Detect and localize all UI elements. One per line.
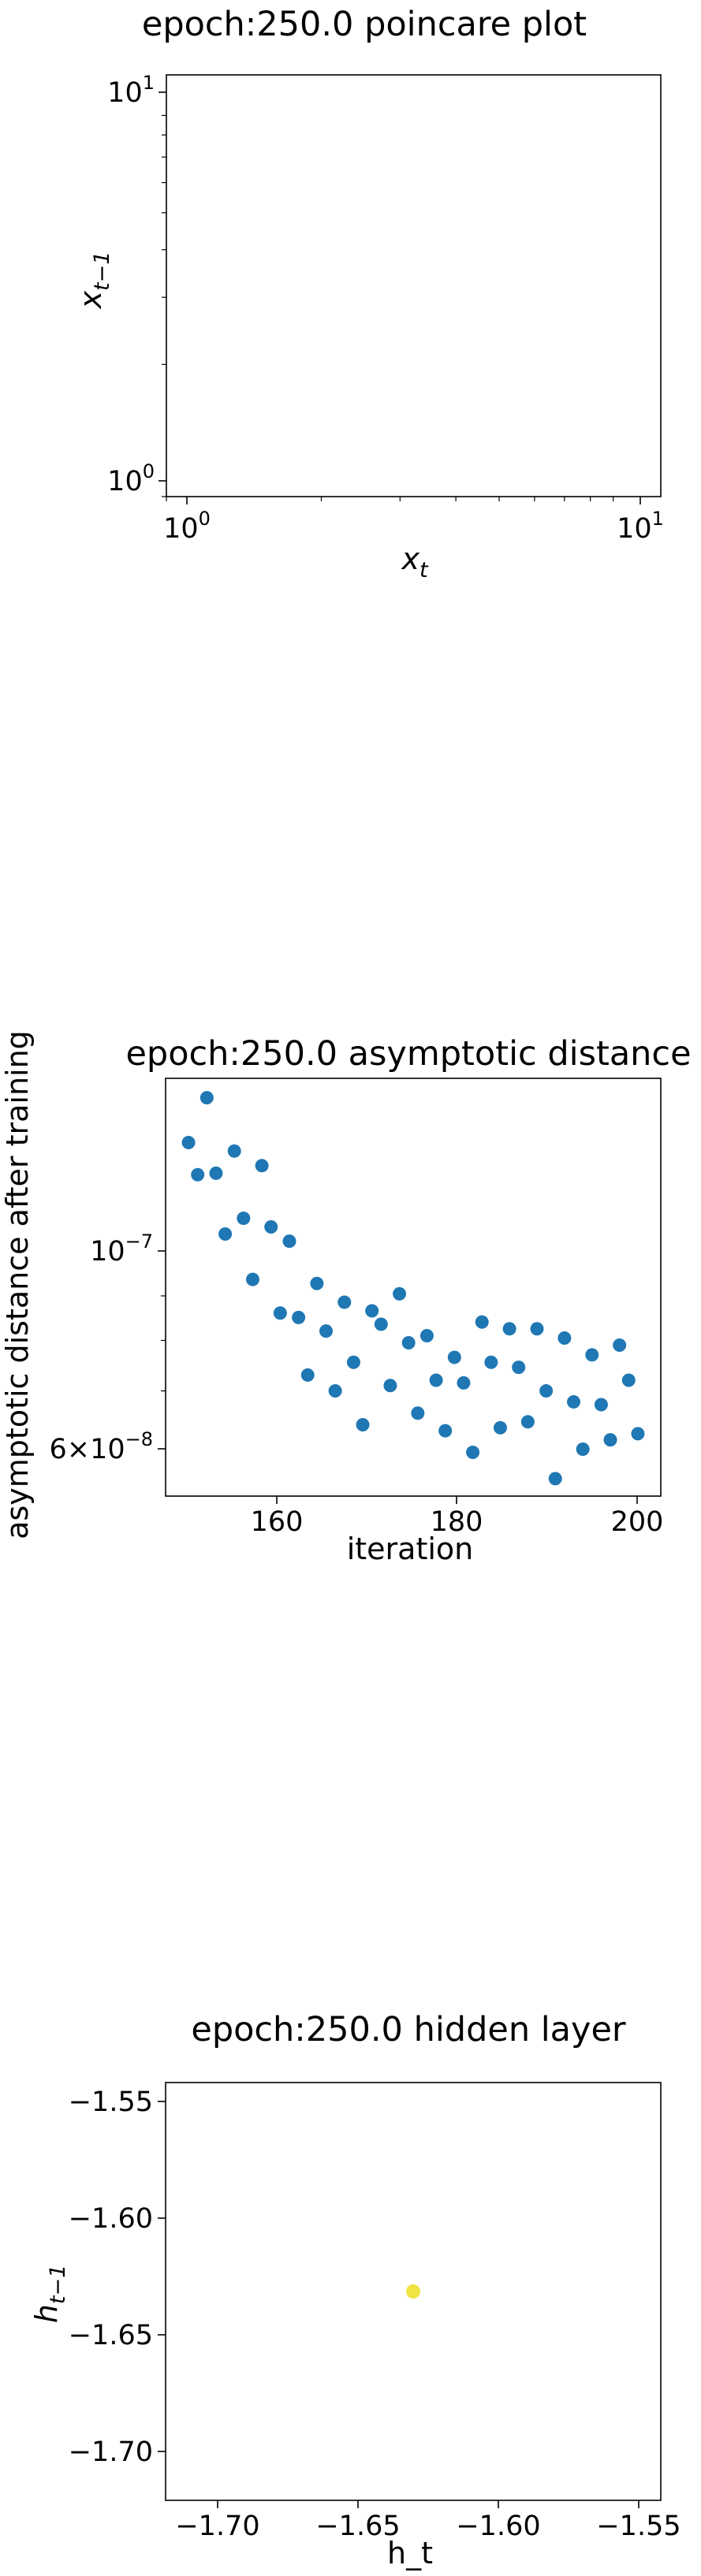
asymptotic-xlabel: iteration [347, 1532, 474, 1566]
asymptotic-point [429, 1373, 443, 1387]
asymptotic-xtick-label: 160 [251, 1506, 304, 1538]
hidden-axes-frame [165, 2082, 662, 2501]
asymptotic-point [585, 1348, 599, 1362]
asymptotic-point [393, 1286, 407, 1301]
asymptotic-point [273, 1306, 287, 1320]
hidden-ytick-label: −1.60 [69, 2203, 153, 2235]
poincare-title: epoch:250.0 poincare plot [142, 5, 587, 44]
asymptotic-point [227, 1144, 241, 1158]
asymptotic-point [447, 1350, 461, 1364]
poincare-figure: epoch:250.0 poincare plot 100 101 100 10… [73, 5, 664, 583]
hidden-points [406, 2284, 420, 2299]
asymptotic-point [621, 1373, 636, 1387]
asymptotic-point [209, 1166, 223, 1180]
asymptotic-point [191, 1167, 205, 1182]
asymptotic-point [466, 1446, 480, 1460]
poincare-xtick-label: 100 [163, 508, 211, 545]
asymptotic-point [292, 1310, 306, 1324]
poincare-xlabel: xt [401, 542, 429, 583]
poincare-ytick-label: 101 [107, 72, 155, 109]
asymptotic-point [346, 1355, 360, 1369]
asymptotic-point [603, 1433, 617, 1447]
asymptotic-point [383, 1379, 397, 1393]
asymptotic-point [356, 1418, 370, 1432]
asymptotic-point [484, 1355, 498, 1369]
asymptotic-point [328, 1384, 342, 1398]
asymptotic-point [539, 1384, 554, 1398]
poincare-axes-frame [166, 74, 662, 497]
asymptotic-point [520, 1415, 535, 1429]
poincare-minor-ticks [162, 114, 614, 501]
asymptotic-point [419, 1329, 434, 1343]
asymptotic-point [310, 1276, 324, 1290]
asymptotic-point [218, 1227, 233, 1241]
poincare-ylabel: xt−1 [73, 251, 114, 310]
asymptotic-ylabel: asymptotic distance after training [0, 1030, 35, 1539]
asymptotic-axes-frame [165, 1078, 662, 1497]
asymptotic-point [502, 1322, 516, 1336]
hidden-xtick-label: −1.60 [456, 2511, 540, 2542]
poincare-xtick-label: 101 [617, 508, 664, 545]
asymptotic-point [401, 1336, 416, 1350]
asymptotic-point [438, 1424, 453, 1438]
hidden-title: epoch:250.0 hidden layer [191, 2010, 626, 2049]
asymptotic-point [631, 1427, 645, 1441]
asymptotic-point [567, 1394, 581, 1409]
asymptotic-minor-ticks [161, 1295, 166, 1392]
asymptotic-point [264, 1220, 278, 1234]
asymptotic-point [512, 1361, 526, 1375]
asymptotic-point [613, 1338, 627, 1353]
hidden-xlabel: h_t [387, 2536, 433, 2570]
asymptotic-point [374, 1317, 388, 1331]
hidden-xtick-label: −1.55 [596, 2511, 680, 2542]
hidden-ylabel: ht−1 [29, 2265, 70, 2323]
asymptotic-point [576, 1442, 590, 1456]
hidden-ytick-label: −1.55 [69, 2086, 153, 2118]
asymptotic-point [594, 1398, 608, 1412]
asymptotic-point [319, 1324, 334, 1338]
hidden-xtick-label: −1.65 [315, 2511, 400, 2542]
asymptotic-point [181, 1135, 196, 1149]
hidden-figure: epoch:250.0 hidden layer −1.70 −1.65 −1.… [29, 2010, 681, 2570]
hidden-xtick-label: −1.70 [175, 2511, 259, 2542]
asymptotic-title: epoch:250.0 asymptotic distance [125, 1034, 691, 1074]
asymptotic-point [475, 1315, 489, 1329]
asymptotic-point [255, 1159, 269, 1173]
asymptotic-point [530, 1322, 544, 1336]
asymptotic-point [557, 1331, 572, 1346]
asymptotic-xtick-label: 180 [431, 1506, 483, 1538]
asymptotic-point [548, 1472, 562, 1486]
asymptotic-point [245, 1272, 259, 1286]
asymptotic-point [337, 1295, 352, 1309]
asymptotic-point [282, 1234, 296, 1249]
asymptotic-point [199, 1091, 214, 1105]
asymptotic-point [300, 1368, 315, 1382]
asymptotic-point [493, 1420, 507, 1435]
hidden-ytick-label: −1.70 [69, 2436, 153, 2468]
asymptotic-point [365, 1304, 379, 1318]
asymptotic-xtick-label: 200 [611, 1506, 664, 1538]
asymptotic-ytick-label: 10−7 [90, 1230, 153, 1268]
asymptotic-point [411, 1406, 425, 1420]
poincare-ytick-label: 100 [107, 460, 155, 497]
asymptotic-ytick-label: 6×10−8 [49, 1428, 153, 1465]
asymptotic-point [237, 1212, 251, 1226]
asymptotic-figure: epoch:250.0 asymptotic distance 160 180 … [0, 1030, 692, 1566]
hidden-ytick-label: −1.65 [69, 2320, 153, 2351]
asymptotic-point [457, 1375, 471, 1390]
hidden-point [406, 2284, 420, 2299]
asymptotic-points [181, 1091, 645, 1486]
